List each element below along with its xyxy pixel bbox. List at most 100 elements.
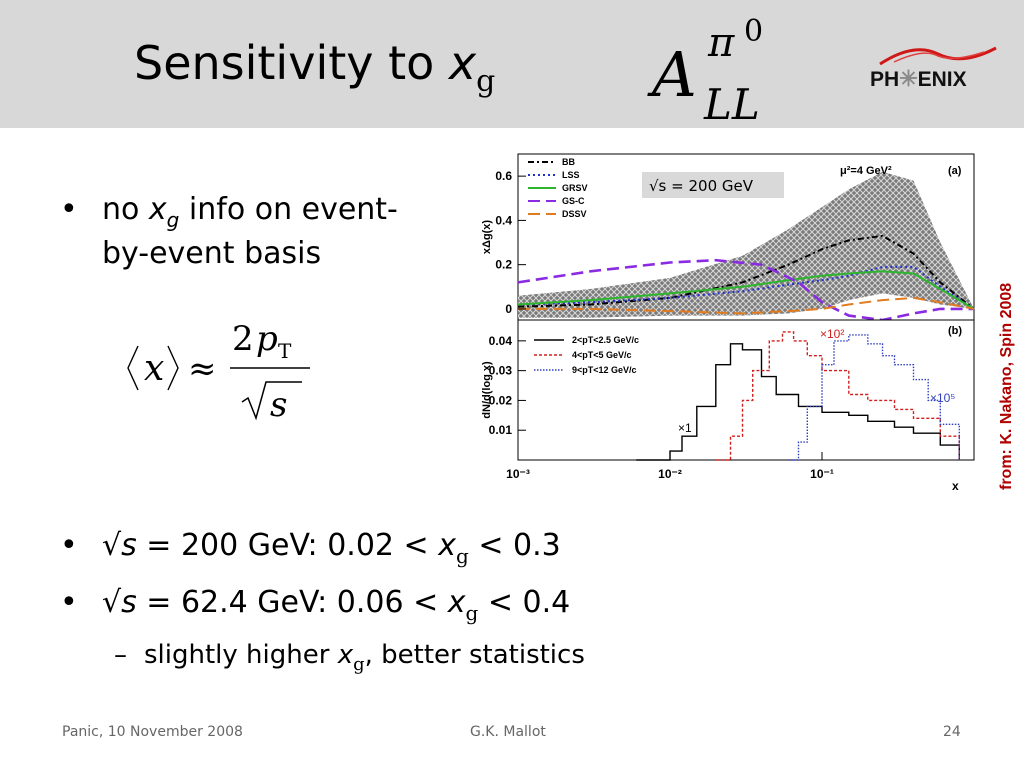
series-line-lss — [517, 265, 975, 310]
left-angle-bracket — [127, 345, 139, 391]
panel-b-ytick-label: 0.01 — [489, 423, 513, 437]
panel-b-frame — [517, 319, 975, 461]
formula-approx: ≈ — [188, 349, 217, 389]
b3-x: x — [447, 585, 466, 620]
b1-g: g — [166, 208, 180, 232]
panel-a-ytick-label: 0.6 — [495, 169, 512, 183]
legend-label-hist-2: 4<pT<5 GeV/c — [572, 350, 632, 360]
legend-label-grsv: GRSV — [562, 183, 588, 193]
panel-b-tag: (b) — [948, 325, 962, 337]
sqrt-sign-icon — [241, 381, 302, 421]
panel-b-xtick-label: 10⁻² — [658, 467, 682, 481]
panel-b-xlabel: x — [952, 479, 959, 493]
b1-x: x — [148, 192, 167, 227]
b3-s: s — [121, 585, 137, 620]
bullet-3-text: √s = 62.4 GeV: 0.06 < xg < 0.4 — [102, 585, 571, 625]
legend-label-lss: LSS — [562, 170, 580, 180]
title-text: Sensitivity to — [134, 36, 449, 90]
b3-sqrt: √ — [102, 585, 122, 620]
b3-g: g — [465, 601, 479, 625]
bullet-1-line-1: no xg info on event- — [102, 192, 398, 232]
logo-text: PH✳ENIX — [870, 66, 967, 92]
logo-text-right: ENIX — [917, 68, 967, 91]
scale-label-3: ×10⁵ — [930, 391, 955, 405]
bullet-1-line-2: by-event basis — [102, 236, 322, 271]
asymmetry-a: A — [652, 38, 697, 111]
b3-post: < 0.4 — [478, 585, 571, 620]
bullet-dot: • — [60, 192, 78, 227]
bullet-dot: • — [60, 585, 78, 620]
b2-post: < 0.3 — [468, 528, 561, 563]
formula-x: x — [144, 348, 164, 389]
formula-t: T — [278, 339, 292, 363]
asymmetry-symbol: A π 0 LL — [652, 14, 782, 129]
sub-post: , better statistics — [364, 640, 585, 670]
scale-label-2: ×10² — [820, 327, 844, 341]
xg-plot: BB LSS GRSV GS-C DSSV 0 0.2 0.4 0.6 xΔg(x) μ²=4 Ge… — [452, 148, 992, 496]
b2-g: g — [455, 544, 469, 568]
legend-label-hist-1: 2<pT<2.5 GeV/c — [572, 335, 639, 345]
b3-mid: = 62.4 GeV: 0.06 < — [136, 585, 448, 620]
panel-a-ylabel: xΔg(x) — [481, 220, 493, 255]
legend-label-bb: BB — [562, 157, 575, 167]
sub-bullet-text: slightly higher xg, better statistics — [144, 640, 585, 675]
series-line-grsv — [517, 270, 975, 310]
series-line-dssv — [518, 296, 975, 315]
formula-p: p — [256, 319, 278, 359]
sub-x: x — [337, 640, 354, 670]
sub-pre: slightly higher — [144, 640, 338, 670]
xg-plot-svg: BB LSS GRSV GS-C DSSV 0 0.2 0.4 0.6 xΔg(x) μ²=4 Ge… — [481, 153, 975, 493]
legend-label-dssv: DSSV — [562, 209, 587, 219]
formula-s: s — [270, 385, 287, 425]
panel-b-xtick-label: 10⁻¹ — [810, 467, 834, 481]
hist-series-2 — [715, 331, 960, 461]
panel-b-ytick-label: 0.04 — [489, 334, 513, 348]
energy-label-box — [642, 172, 784, 198]
panel-b-xtick-label: 10⁻³ — [506, 467, 530, 481]
hist-series-1 — [636, 343, 960, 461]
footer-page-number: 24 — [943, 724, 961, 740]
uncertainty-band — [518, 171, 974, 318]
scale-label-1: ×1 — [678, 421, 692, 435]
b1-post: info on event- — [179, 192, 398, 227]
source-credit-text: from: K. Nakano, Spin 2008 — [998, 282, 1015, 490]
legend-label-gs-c: GS-C — [562, 196, 585, 206]
asymmetry-zero: 0 — [744, 14, 764, 49]
title-x: x — [448, 36, 477, 90]
panel-b-ytick-label: 0.03 — [489, 364, 513, 378]
panel-a-ytick-label: 0.2 — [495, 258, 512, 272]
b1-pre: no — [102, 192, 149, 227]
bullet-2-text: √s = 200 GeV: 0.02 < xg < 0.3 — [102, 528, 561, 568]
panel-a-ytick-label: 0 — [505, 302, 512, 316]
sub-g: g — [353, 654, 365, 675]
logo-arc-icon — [879, 46, 997, 66]
energy-label: √s = 200 GeV — [649, 177, 754, 195]
b2-sqrt: √ — [102, 528, 122, 563]
panel-a-ytick-label: 0.4 — [495, 213, 512, 227]
logo-text-left: PH — [870, 68, 900, 91]
b2-s: s — [121, 528, 137, 563]
panel-a-annotation: μ²=4 GeV² — [840, 165, 892, 177]
series-line-bb — [517, 234, 975, 310]
hist-series-3 — [788, 334, 960, 461]
panel-a-tag: (a) — [948, 165, 962, 177]
formula-svg: x ≈ 2 p T s — [127, 319, 310, 425]
b2-x: x — [438, 528, 456, 563]
legend-label-hist-3: 9<pT<12 GeV/c — [572, 365, 637, 375]
mean-x-formula: x ≈ 2 p T s — [124, 310, 324, 440]
bullet-dot: • — [60, 528, 78, 563]
panel-b-ylabel: dN/d(log x) — [481, 361, 493, 419]
series-line-gs-c — [517, 258, 974, 322]
formula-two: 2 — [232, 319, 254, 359]
logo-star-icon: ✳ — [899, 66, 918, 91]
panel-b-ytick-label: 0.02 — [489, 393, 513, 407]
asymmetry-ll: LL — [704, 80, 760, 129]
slide-title: Sensitivity to xg — [134, 36, 495, 99]
title-subscript: g — [476, 64, 496, 99]
footer-author: G.K. Mallot — [470, 724, 546, 740]
footer-conference: Panic, 10 November 2008 — [62, 724, 243, 740]
phenix-logo: PH✳ENIX — [868, 44, 1008, 96]
b2-mid: = 200 GeV: 0.02 < — [136, 528, 439, 563]
asymmetry-pi: π — [708, 20, 735, 66]
right-angle-bracket — [167, 345, 179, 391]
